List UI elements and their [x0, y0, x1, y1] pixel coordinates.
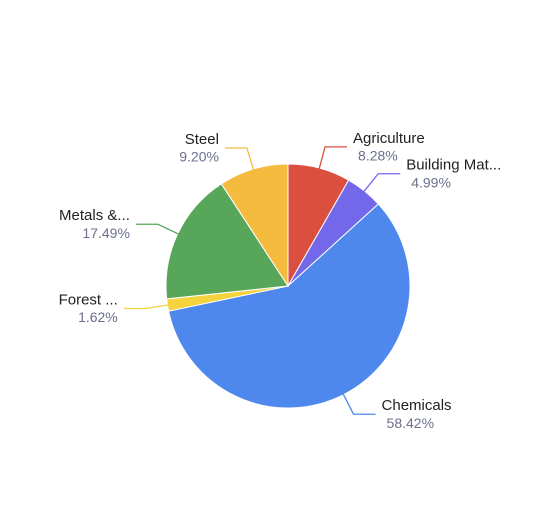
slice-label: Forest ...: [59, 291, 118, 308]
slice-label: Building Mat...: [406, 157, 501, 174]
value-label: 8.28%: [358, 148, 398, 164]
value-label: 1.62%: [78, 309, 118, 325]
slice-label: Metals &...: [59, 207, 130, 224]
leader-line: [123, 304, 170, 310]
leader-line: [342, 392, 376, 415]
slice-label: Chemicals: [382, 397, 452, 414]
leader-line: [362, 173, 401, 193]
leader-line: [224, 147, 255, 172]
slice-label: Agriculture: [353, 130, 425, 147]
value-label: 4.99%: [411, 174, 451, 190]
leader-line: [135, 223, 180, 236]
leader-line: [318, 146, 348, 171]
slice-label: Steel: [185, 131, 219, 148]
value-label: 58.42%: [387, 415, 434, 431]
value-label: 9.20%: [179, 149, 219, 165]
value-label: 17.49%: [82, 225, 129, 241]
